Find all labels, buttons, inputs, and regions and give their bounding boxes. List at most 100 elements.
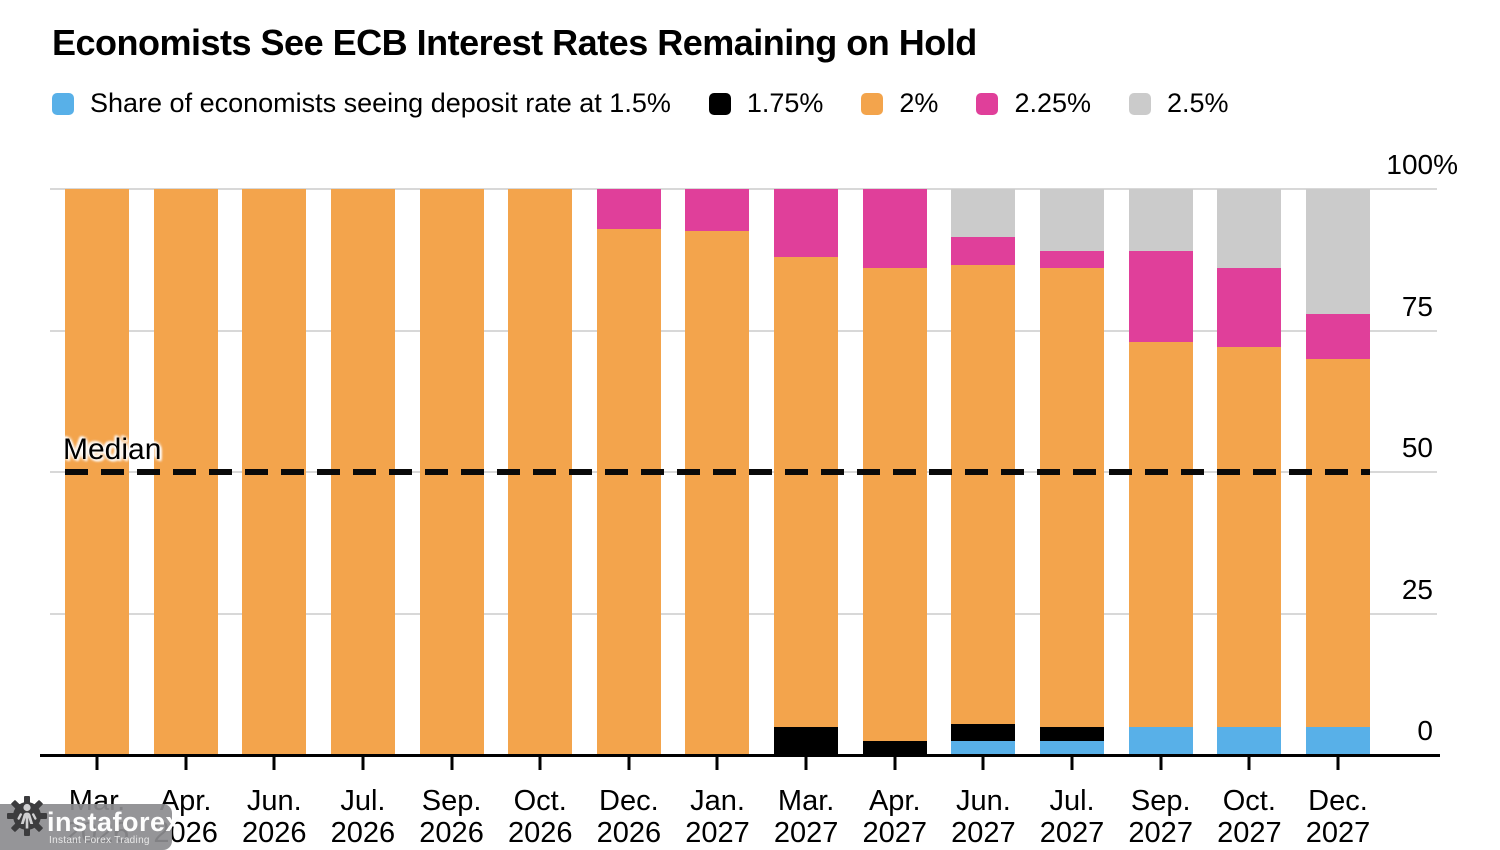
y-tick-label-100: 100%: [1386, 149, 1458, 180]
legend-item-2-5pct: 2.5%: [1129, 88, 1229, 119]
bar-stack: [1217, 189, 1282, 755]
legend-swatch-black-icon: [708, 92, 731, 115]
y-tick-label-50: 50: [1401, 432, 1433, 463]
bar-mar-2027: Mar. 2027: [774, 189, 839, 849]
segment-2pct: [1040, 268, 1105, 727]
segment-2-25pct: [862, 189, 927, 269]
segment-2-25pct: [1128, 251, 1193, 342]
x-label-dec-2026: Dec. 2026: [596, 785, 662, 849]
segment-2-5pct: [1217, 189, 1282, 269]
segment-2pct: [596, 228, 661, 755]
x-label-jun-2026: Jun. 2026: [242, 785, 307, 849]
instaforex-tagline: Instant Forex Trading: [49, 835, 150, 846]
x-label-jul-2027: Jul. 2027: [1039, 785, 1105, 849]
bar-stack: [1040, 189, 1105, 755]
segment-2pct: [1217, 347, 1282, 727]
legend-item-2-25pct: 2.25%: [976, 88, 1091, 119]
segment-2pct: [862, 268, 927, 741]
bar-jul-2027: Jul. 2027: [1040, 189, 1105, 849]
legend-item-1-75pct: 1.75%: [708, 88, 824, 119]
x-label-sep-2027: Sep. 2027: [1128, 785, 1193, 849]
median-label: Median: [63, 433, 162, 466]
x-label-oct-2026: Oct. 2026: [507, 785, 573, 849]
x-tick: [1070, 755, 1074, 770]
x-tick: [1159, 755, 1163, 770]
bar-dec-2027: Dec. 2027: [1305, 189, 1370, 849]
segment-2pct: [685, 231, 750, 755]
bar-stack: [774, 189, 839, 755]
segment-1-75pct: [1040, 726, 1105, 741]
chart-legend: Share of economists seeing deposit rate …: [52, 88, 1229, 119]
x-label-jun-2027: Jun. 2027: [951, 785, 1016, 849]
legend-label: Share of economists seeing deposit rate …: [90, 88, 671, 118]
segment-2pct: [951, 265, 1016, 724]
bar-oct-2027: Oct. 2027: [1217, 189, 1282, 849]
segment-1-75pct: [862, 740, 927, 755]
bar-stack: [951, 189, 1016, 755]
x-label-jul-2026: Jul. 2026: [330, 785, 396, 849]
segment-1-5pct: [1305, 726, 1370, 755]
gear-person-icon: [7, 796, 47, 836]
segment-2-25pct: [951, 237, 1016, 266]
bar-jan-2027: Jan. 2027: [685, 189, 750, 849]
segment-1-75pct: [951, 723, 1016, 741]
segment-1-5pct: [1040, 740, 1105, 755]
legend-swatch-orange-icon: [861, 92, 884, 115]
legend-label: 1.75%: [746, 88, 824, 118]
x-tick: [893, 755, 897, 770]
x-label-oct-2027: Oct. 2027: [1217, 785, 1282, 849]
segment-2-25pct: [685, 189, 750, 232]
x-tick: [450, 755, 454, 770]
legend-item-1-5pct: Share of economists seeing deposit rate …: [52, 88, 671, 119]
x-tick: [627, 755, 631, 770]
segment-2-5pct: [1305, 189, 1370, 314]
x-label-jan-2027: Jan. 2027: [685, 785, 750, 849]
bar-stack: [1305, 189, 1370, 755]
x-tick: [272, 755, 276, 770]
legend-item-2pct: 2%: [861, 88, 938, 119]
segment-1-5pct: [951, 740, 1016, 755]
legend-label: 2.5%: [1167, 88, 1229, 118]
bar-dec-2026: Dec. 2026: [596, 189, 661, 849]
x-tick: [184, 755, 188, 770]
bar-stack: [685, 189, 750, 755]
x-tick: [361, 755, 365, 770]
segment-2-25pct: [774, 189, 839, 257]
y-tick-label-0: 0: [1417, 715, 1433, 746]
x-tick: [95, 755, 99, 770]
x-tick: [715, 755, 719, 770]
bar-sep-2027: Sep. 2027: [1128, 189, 1193, 849]
x-tick: [981, 755, 985, 770]
segment-2-25pct: [1040, 251, 1105, 269]
segment-2-5pct: [951, 189, 1016, 238]
segment-2-5pct: [1128, 189, 1193, 252]
segment-2-25pct: [1217, 268, 1282, 348]
legend-swatch-blue-icon: [52, 92, 74, 115]
segment-2pct: [774, 256, 839, 727]
x-tick: [538, 755, 542, 770]
gridline-100: [50, 188, 1437, 190]
segment-2-25pct: [1305, 313, 1370, 359]
x-tick: [804, 755, 808, 770]
x-label-mar-2027: Mar. 2027: [773, 785, 839, 849]
bar-jun-2027: Jun. 2027: [951, 189, 1016, 849]
y-tick-label-25: 25: [1401, 573, 1433, 605]
legend-label: 2.25%: [1014, 88, 1091, 118]
x-label-apr-2027: Apr. 2027: [862, 785, 928, 849]
x-axis-line: [40, 754, 1440, 757]
segment-2pct: [1305, 358, 1370, 727]
bar-apr-2027: Apr. 2027: [862, 189, 927, 849]
legend-swatch-gray-icon: [1129, 92, 1151, 115]
x-label-sep-2026: Sep. 2026: [419, 785, 484, 849]
segment-1-75pct: [774, 726, 839, 755]
x-tick: [1336, 755, 1340, 770]
segment-2pct: [1128, 341, 1193, 727]
segment-1-5pct: [1128, 726, 1193, 755]
instaforex-logo-text: instaforex: [47, 807, 182, 837]
segment-1-5pct: [1217, 726, 1282, 755]
instaforex-watermark: instaforex Instant Forex Trading: [0, 796, 181, 850]
segment-2-5pct: [1040, 189, 1105, 252]
legend-swatch-pink-icon: [976, 92, 999, 115]
x-tick: [1247, 755, 1251, 770]
